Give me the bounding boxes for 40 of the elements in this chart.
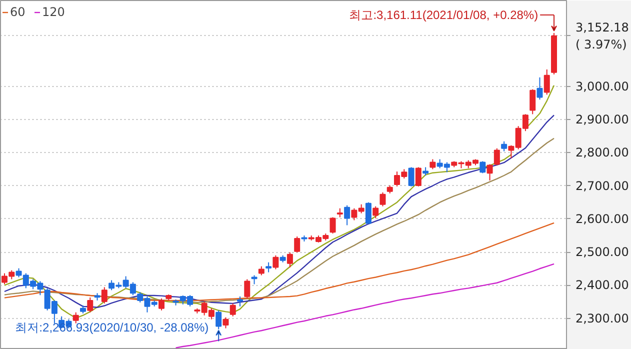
y-tick-label: 2,400.00: [576, 278, 629, 292]
candlestick: [408, 166, 414, 187]
candlestick: [544, 68, 550, 96]
candlestick: [286, 252, 293, 268]
candlestick: [415, 166, 422, 187]
candlestick: [480, 160, 486, 174]
candlestick: [72, 312, 79, 324]
y-tick-label: 2,600.00: [576, 212, 629, 226]
candlestick: [365, 202, 372, 224]
text: 3,152.18 ( 3.97%): [576, 20, 629, 52]
legend-label: 60: [10, 5, 26, 19]
candlestick: [486, 164, 493, 181]
candlestick: [87, 296, 94, 313]
candlestick: [430, 158, 436, 170]
y-tick-label: 2,300.00: [576, 311, 629, 326]
candlestick: [501, 140, 508, 152]
candlestick: [237, 296, 243, 307]
candlestick: [536, 76, 543, 100]
candlestick: [530, 88, 536, 115]
candlestick: [494, 148, 500, 166]
y-tick-label: 2,800.00: [576, 146, 629, 160]
candlestick: [101, 286, 108, 304]
candlestick: [230, 302, 236, 317]
candlestick: [272, 254, 279, 270]
candlestick: [372, 206, 379, 219]
candlestick: [216, 310, 222, 330]
annotation: 최고:3,161.11(2021/01/08, +0.28%): [349, 8, 538, 22]
y-tick-label: 2,500.00: [576, 245, 629, 260]
candlestick: [244, 278, 250, 299]
candlestick: [294, 236, 300, 253]
y-tick-label: 2,900.00: [576, 112, 629, 126]
y-tick-label: 2,700.00: [576, 178, 629, 193]
candlestick: [266, 262, 272, 273]
y-tick-label: 3,000.00: [576, 79, 629, 94]
candlestick: [330, 216, 336, 234]
candlestick: [222, 316, 229, 329]
candlestick: [158, 298, 164, 311]
candlestick: [380, 192, 386, 207]
legend-label: 120: [42, 5, 65, 19]
candlestick: [344, 204, 350, 226]
